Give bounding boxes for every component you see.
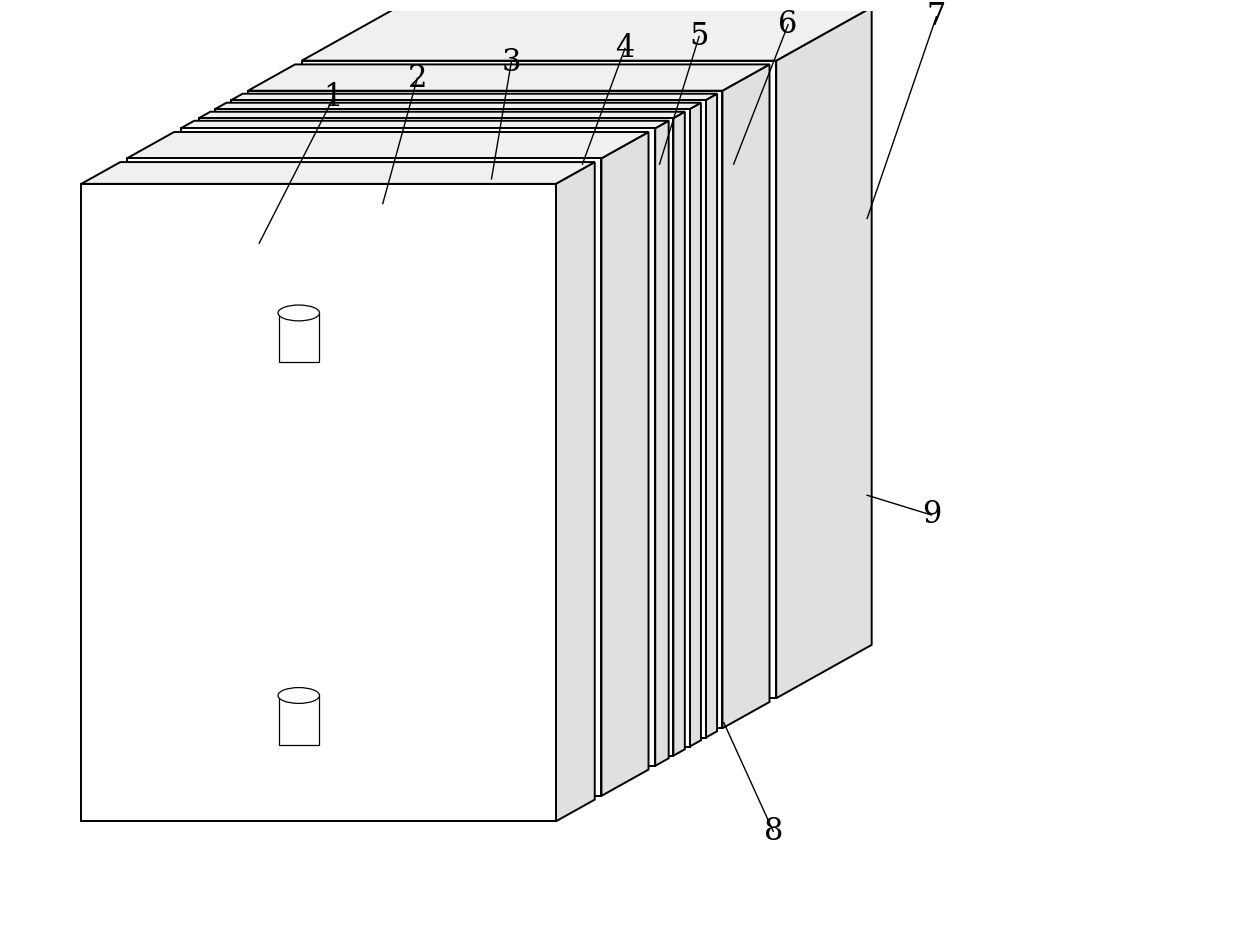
Polygon shape [295,620,675,686]
Polygon shape [301,60,776,698]
Polygon shape [82,162,595,184]
Polygon shape [279,313,319,362]
Polygon shape [689,103,701,747]
Ellipse shape [429,230,466,244]
Text: 3: 3 [501,47,521,77]
Text: 9: 9 [921,500,941,531]
Ellipse shape [278,305,320,321]
Polygon shape [655,121,668,766]
Text: 5: 5 [689,21,709,52]
Polygon shape [126,132,649,158]
Polygon shape [601,132,649,796]
Polygon shape [248,91,723,728]
Polygon shape [248,64,770,91]
Polygon shape [181,121,668,128]
Polygon shape [215,109,689,747]
Polygon shape [198,111,684,118]
Polygon shape [215,103,701,109]
Ellipse shape [419,613,456,627]
Polygon shape [706,93,717,737]
Text: 7: 7 [926,1,946,32]
Text: 8: 8 [764,816,782,847]
Polygon shape [198,118,673,755]
Polygon shape [181,128,655,766]
Ellipse shape [278,687,320,703]
Ellipse shape [334,279,371,293]
Polygon shape [279,696,319,745]
Polygon shape [82,184,556,821]
Polygon shape [175,201,554,267]
Text: 6: 6 [779,9,797,41]
Polygon shape [285,128,684,690]
Polygon shape [556,162,595,821]
Text: 1: 1 [324,82,343,113]
Polygon shape [429,238,465,282]
Polygon shape [126,158,601,796]
Polygon shape [231,100,706,737]
Polygon shape [673,111,684,755]
Polygon shape [301,8,872,60]
Polygon shape [776,8,872,698]
Text: 2: 2 [408,62,427,93]
Polygon shape [723,64,770,728]
Text: 4: 4 [615,33,635,64]
Polygon shape [165,196,564,758]
Polygon shape [419,620,455,665]
Polygon shape [335,286,371,330]
Polygon shape [231,93,717,100]
